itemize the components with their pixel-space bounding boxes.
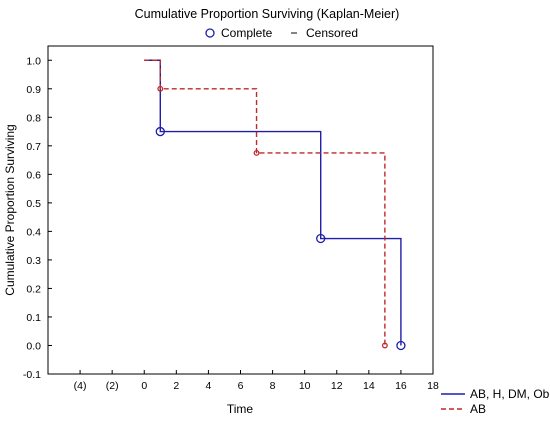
series-legend-label-ab-h-dm-ob: AB, H, DM, Ob	[470, 387, 550, 401]
series-legend: AB, H, DM, Ob AB	[441, 387, 550, 416]
y-tick-label: 0.7	[26, 141, 41, 153]
x-tick-label: 4	[205, 380, 211, 392]
y-tick-label: 0.5	[26, 198, 41, 210]
y-tick-label: -0.1	[23, 369, 41, 381]
x-tick-label: 16	[395, 380, 407, 392]
x-tick-label: 12	[331, 380, 343, 392]
y-tick-label: 0.8	[26, 112, 41, 124]
x-axis-ticks: (4) (2) 0 2 4 6 8 10 12 14 16 18	[74, 370, 439, 392]
x-tick-label: 10	[299, 380, 311, 392]
y-axis-label: Cumulative Proportion Surviving	[3, 124, 17, 295]
y-tick-label: 0.0	[26, 340, 41, 352]
censored-legend-label: Censored	[306, 26, 358, 40]
series-legend-label-ab: AB	[470, 402, 486, 416]
x-tick-label: 18	[427, 380, 439, 392]
complete-legend-marker-icon	[205, 28, 215, 38]
y-axis-ticks: 1.0 0.9 0.8 0.7 0.6 0.5 0.4 0.3 0.2 0.1 0.0 -0.1	[23, 55, 52, 381]
y-tick-label: 1.0	[26, 55, 41, 67]
x-tick-label: 6	[238, 380, 244, 392]
y-tick-label: 0.6	[26, 169, 41, 181]
event-point-ab-h-dm-ob	[155, 126, 165, 137]
event-point-ab-h-dm-ob	[316, 233, 326, 244]
y-tick-label: 0.1	[26, 312, 41, 324]
chart-title: Cumulative Proportion Surviving (Kaplan-…	[135, 7, 400, 21]
series-line-ab	[144, 59, 386, 346]
series-layer	[144, 59, 406, 351]
x-tick-label: 0	[141, 380, 147, 392]
event-point-ab	[253, 150, 260, 156]
marker-legend: Complete Censored	[205, 26, 358, 40]
x-tick-label: 8	[270, 380, 276, 392]
event-point-ab	[381, 342, 388, 349]
y-tick-label: 0.4	[26, 226, 41, 238]
x-axis-label: Time	[227, 402, 254, 416]
x-tick-label: 14	[363, 380, 375, 392]
y-tick-label: 0.9	[26, 84, 41, 96]
x-tick-label: 2	[173, 380, 179, 392]
complete-legend-label: Complete	[221, 26, 273, 40]
x-tick-label: (2)	[106, 380, 119, 392]
x-tick-label: (4)	[74, 380, 87, 392]
plot-frame	[47, 45, 434, 375]
event-point-ab	[157, 85, 164, 92]
event-point-ab-h-dm-ob	[396, 340, 406, 351]
series-line-ab-h-dm-ob	[144, 59, 402, 346]
y-tick-label: 0.3	[26, 255, 41, 267]
y-tick-label: 0.2	[26, 283, 41, 295]
